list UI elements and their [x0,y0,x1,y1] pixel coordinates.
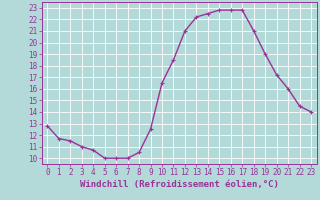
X-axis label: Windchill (Refroidissement éolien,°C): Windchill (Refroidissement éolien,°C) [80,180,279,189]
